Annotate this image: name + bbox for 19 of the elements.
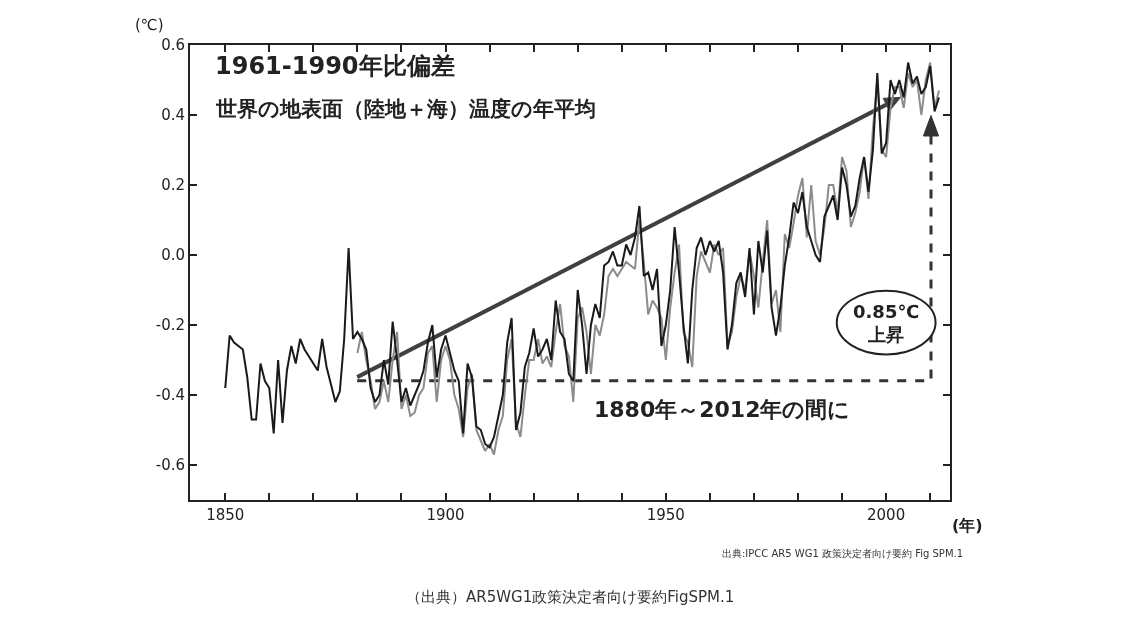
- y-tick-label: 0.2: [161, 176, 185, 195]
- y-tick-label: -0.4: [155, 386, 185, 405]
- y-tick-label: -0.2: [155, 316, 185, 335]
- annotation: 1880年～2012年の間に: [594, 397, 851, 422]
- source-note: 出典:IPCC AR5 WG1 政策決定者向け要約 Fig SPM.1: [722, 548, 964, 559]
- text: （出典）AR5WG1政策決定者向け要約FigSPM.1: [406, 588, 735, 606]
- x-tick-label: 1950: [646, 506, 685, 524]
- x-tick-label: 2000: [867, 506, 906, 524]
- x-axis-title: (年): [952, 516, 983, 535]
- chart-title: 1961-1990年比偏差: [215, 52, 455, 80]
- annotation: 0.85℃ 上昇: [853, 301, 920, 346]
- y-tick-label: 0.0: [161, 246, 185, 265]
- text: 世界の地表面（陸地＋海）温度の年平均: [215, 97, 596, 121]
- y-tick-label: 0.6: [161, 36, 185, 55]
- y-tick-label: -0.6: [155, 456, 185, 475]
- x-tick-label: 1900: [426, 506, 465, 524]
- y-tick-label: 0.4: [161, 106, 185, 125]
- x-tick-label: 1850: [206, 506, 245, 524]
- y-axis-title: (℃): [135, 16, 164, 34]
